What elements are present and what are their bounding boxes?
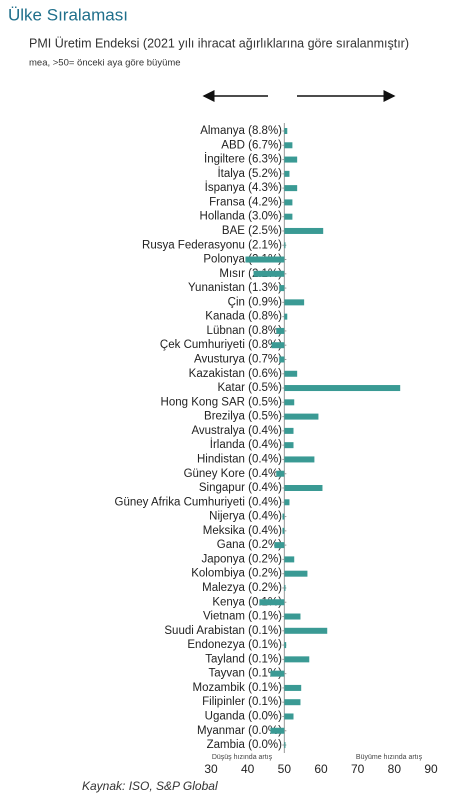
x-tick-label: 60 — [314, 762, 328, 776]
category-label: Singapur (0.4%) — [199, 482, 282, 494]
category-label: BAE (2.5%) — [222, 225, 282, 237]
category-label: Endonezya (0.1%) — [187, 639, 282, 651]
category-label: Filipinler (0.1%) — [202, 696, 282, 708]
category-label: Güney Afrika Cumhuriyeti (0.4%) — [115, 496, 283, 508]
x-tick-label: 30 — [204, 762, 218, 776]
category-label: Avusturya (0.7%) — [194, 354, 282, 366]
bar — [284, 499, 290, 506]
category-label: Lübnan (0.8%) — [207, 325, 283, 337]
note: mea, >50= önceki aya göre büyüme — [29, 58, 181, 69]
category-label: Çin (0.9%) — [228, 296, 282, 308]
bar — [270, 727, 285, 734]
right-label: Büyüme hızında artış — [356, 754, 423, 761]
category-label: Fransa (4.2%) — [209, 196, 282, 208]
category-label: Malezya (0.2%) — [202, 582, 282, 594]
bar — [284, 242, 286, 249]
x-tick-label: 40 — [241, 762, 255, 776]
category-label: Meksika (0.4%) — [203, 525, 282, 537]
category-label: ABD (6.7%) — [221, 139, 282, 151]
category-label: Zambia (0.0%) — [207, 739, 283, 751]
bar — [284, 313, 288, 320]
source: Kaynak: ISO, S&P Global — [82, 779, 218, 793]
bar — [279, 285, 285, 292]
bar — [276, 470, 285, 477]
category-label: Hindistan (0.4%) — [197, 453, 282, 465]
bar — [284, 385, 401, 392]
category-label: Güney Kore (0.4%) — [184, 468, 283, 480]
bar — [284, 227, 324, 234]
bar — [253, 270, 285, 277]
category-label: Nijerya (0.4%) — [209, 511, 282, 523]
category-label: Gana (0.2%) — [217, 539, 282, 551]
category-label: Katar (0.5%) — [217, 382, 282, 394]
left-label: Düşüş hızında artış — [212, 754, 273, 761]
category-label: Japonya (0.2%) — [201, 553, 282, 565]
bar — [284, 370, 298, 377]
bar — [284, 627, 328, 634]
category-label: Myanmar (0.0%) — [197, 725, 282, 737]
x-tick-label: 90 — [424, 762, 438, 776]
bar — [245, 256, 285, 263]
bar — [284, 642, 287, 649]
bar — [284, 142, 293, 149]
bar — [276, 327, 285, 334]
bar — [284, 684, 302, 691]
category-label: Uganda (0.0%) — [205, 711, 283, 723]
category-label: Almanya (8.8%) — [200, 125, 282, 137]
bar — [284, 442, 294, 449]
chart-title: Ülke Sıralaması — [8, 5, 128, 24]
bar — [279, 356, 285, 363]
bar — [282, 527, 285, 534]
category-label: İtalya (5.2%) — [217, 167, 282, 180]
bar — [284, 570, 308, 577]
category-label: Kanada (0.8%) — [205, 311, 282, 323]
x-tick-label: 50 — [278, 762, 292, 776]
category-label: Hong Kong SAR (0.5%) — [161, 396, 283, 408]
category-label: İspanya (4.3%) — [205, 181, 283, 194]
category-label: Vietnam (0.1%) — [203, 611, 282, 623]
bar — [284, 699, 301, 706]
category-label: Rusya Federasyonu (2.1%) — [142, 239, 282, 251]
bar — [284, 613, 301, 620]
category-label: İrlanda (0.4%) — [210, 438, 282, 451]
bar — [284, 413, 319, 420]
bar — [284, 299, 305, 306]
bar — [259, 599, 285, 606]
category-label: Çek Cumhuriyeti (0.8%) — [160, 339, 282, 351]
bar — [284, 199, 293, 206]
bar — [284, 713, 294, 720]
category-label: Kolombiya (0.2%) — [191, 568, 282, 580]
bar — [284, 656, 310, 663]
bar — [284, 456, 315, 463]
category-label: Brezilya (0.5%) — [204, 411, 282, 423]
category-label: Kazakistan (0.6%) — [189, 368, 282, 380]
category-label: Tayvan (0.1%) — [208, 668, 282, 680]
bar — [284, 399, 295, 406]
bar — [271, 342, 285, 349]
bar — [284, 156, 298, 163]
category-label: Suudi Arabistan (0.1%) — [164, 625, 282, 637]
category-label: Tayland (0.1%) — [205, 653, 282, 665]
bar — [270, 670, 285, 677]
bar — [284, 584, 286, 591]
category-label: Yunanistan (1.3%) — [188, 282, 282, 294]
x-tick-label: 70 — [351, 762, 365, 776]
bar — [284, 556, 295, 563]
bar — [284, 170, 290, 177]
category-label: Avustralya (0.4%) — [191, 425, 282, 437]
bar — [284, 185, 298, 192]
bar — [274, 542, 285, 549]
category-label: Hollanda (3.0%) — [200, 211, 283, 223]
x-tick-label: 80 — [388, 762, 402, 776]
bar — [284, 213, 293, 220]
bar — [284, 485, 323, 491]
bar — [284, 427, 294, 434]
bar — [284, 742, 286, 749]
bar — [284, 128, 288, 134]
bar — [282, 513, 285, 520]
subtitle: PMI Üretim Endeksi (2021 yılı ihracat ağ… — [29, 36, 409, 50]
category-label: İngiltere (6.3%) — [204, 153, 282, 166]
category-label: Mozambik (0.1%) — [193, 682, 283, 694]
